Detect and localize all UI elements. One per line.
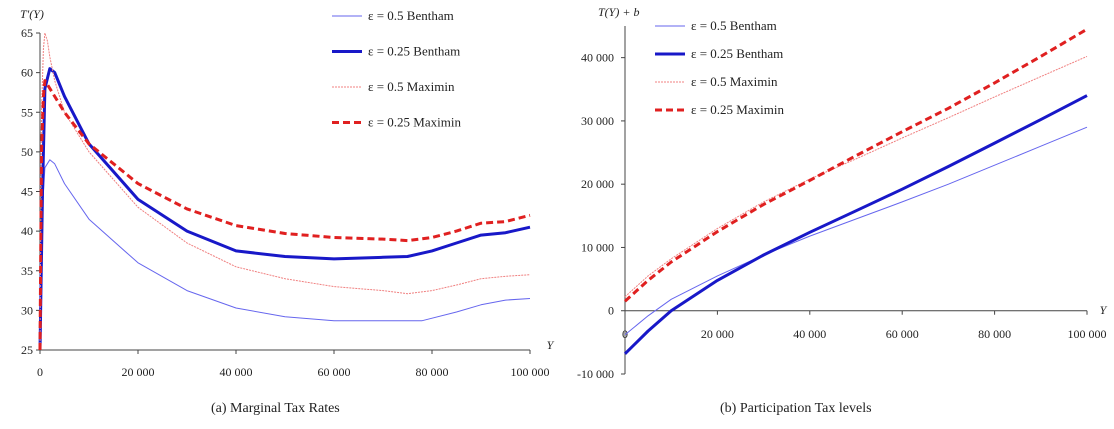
y-tick-label: 65	[21, 26, 33, 40]
y-tick-label: 35	[21, 264, 33, 278]
series-line-3	[624, 55, 1088, 298]
y-tick-label: 20 000	[581, 177, 614, 191]
x-tick-label: 20 000	[122, 365, 155, 379]
legend-label-3: ε = 0.5 Maximin	[691, 74, 778, 89]
series-line-4	[38, 79, 531, 351]
legend-label-1: ε = 0.5 Bentham	[691, 18, 777, 33]
chart-legend: ε = 0.5 Bentham ε = 0.25 Bentham ε = 0.5 M…	[655, 18, 784, 117]
x-tick-label: 100 000	[1068, 327, 1107, 341]
x-tick-label: 60 000	[886, 327, 919, 341]
series-line-2	[38, 67, 531, 351]
y-tick-label: -10 000	[577, 367, 614, 381]
x-tick-label: 80 000	[978, 327, 1011, 341]
series-line-3	[39, 32, 531, 351]
y-tick-label: 30	[21, 303, 33, 317]
y-tick-label: 30 000	[581, 114, 614, 128]
legend-label-1: ε = 0.5 Bentham	[368, 8, 454, 23]
chart-caption: (a) Marginal Tax Rates	[211, 401, 340, 416]
legend-label-2: ε = 0.25 Bentham	[691, 46, 783, 61]
y-tick-label: 10 000	[581, 240, 614, 254]
x-tick-label: 40 000	[793, 327, 826, 341]
x-axis-label: Y	[1100, 303, 1108, 317]
chart-panel-2: -10 000 0 10 000 20 000 30 000 40 000 0 20 000 4…	[577, 5, 1108, 416]
y-tick-label: 55	[21, 105, 33, 119]
legend-label-4: ε = 0.25 Maximin	[691, 102, 784, 117]
x-tick-label: 0	[37, 365, 43, 379]
legend-label-2: ε = 0.25 Bentham	[368, 44, 460, 59]
x-tick-label: 60 000	[318, 365, 351, 379]
y-tick-label: 50	[21, 145, 33, 159]
chart-panel-1: 25 30 35 40 45 50 55 60 65 0 20 000 40 000 60 000 80 …	[20, 7, 555, 416]
y-axis-label: T(Y) + b	[598, 5, 639, 19]
series-line-1	[39, 159, 531, 351]
chart-legend: ε = 0.5 Bentham ε = 0.25 Bentham ε = 0.5 M…	[332, 8, 461, 130]
x-tick-label: 0	[622, 327, 628, 341]
legend-label-4: ε = 0.25 Maximin	[368, 115, 461, 130]
y-tick-label: 25	[21, 343, 33, 357]
legend-label-3: ε = 0.5 Maximin	[368, 79, 455, 94]
x-tick-label: 40 000	[220, 365, 253, 379]
y-tick-label: 60	[21, 66, 33, 80]
y-tick-label: 0	[608, 304, 614, 318]
x-tick-label: 20 000	[701, 327, 734, 341]
series-line-4	[623, 27, 1088, 303]
x-tick-label: 100 000	[511, 365, 550, 379]
x-axis-label: Y	[547, 338, 555, 352]
y-tick-label: 40	[21, 224, 33, 238]
y-tick-label: 45	[21, 185, 33, 199]
y-axis-label: T'(Y)	[20, 7, 44, 21]
y-tick-label: 40 000	[581, 51, 614, 65]
series-line-2	[623, 94, 1088, 355]
chart-caption: (b) Participation Tax levels	[720, 401, 872, 416]
series-line-1	[624, 126, 1088, 336]
x-tick-label: 80 000	[416, 365, 449, 379]
